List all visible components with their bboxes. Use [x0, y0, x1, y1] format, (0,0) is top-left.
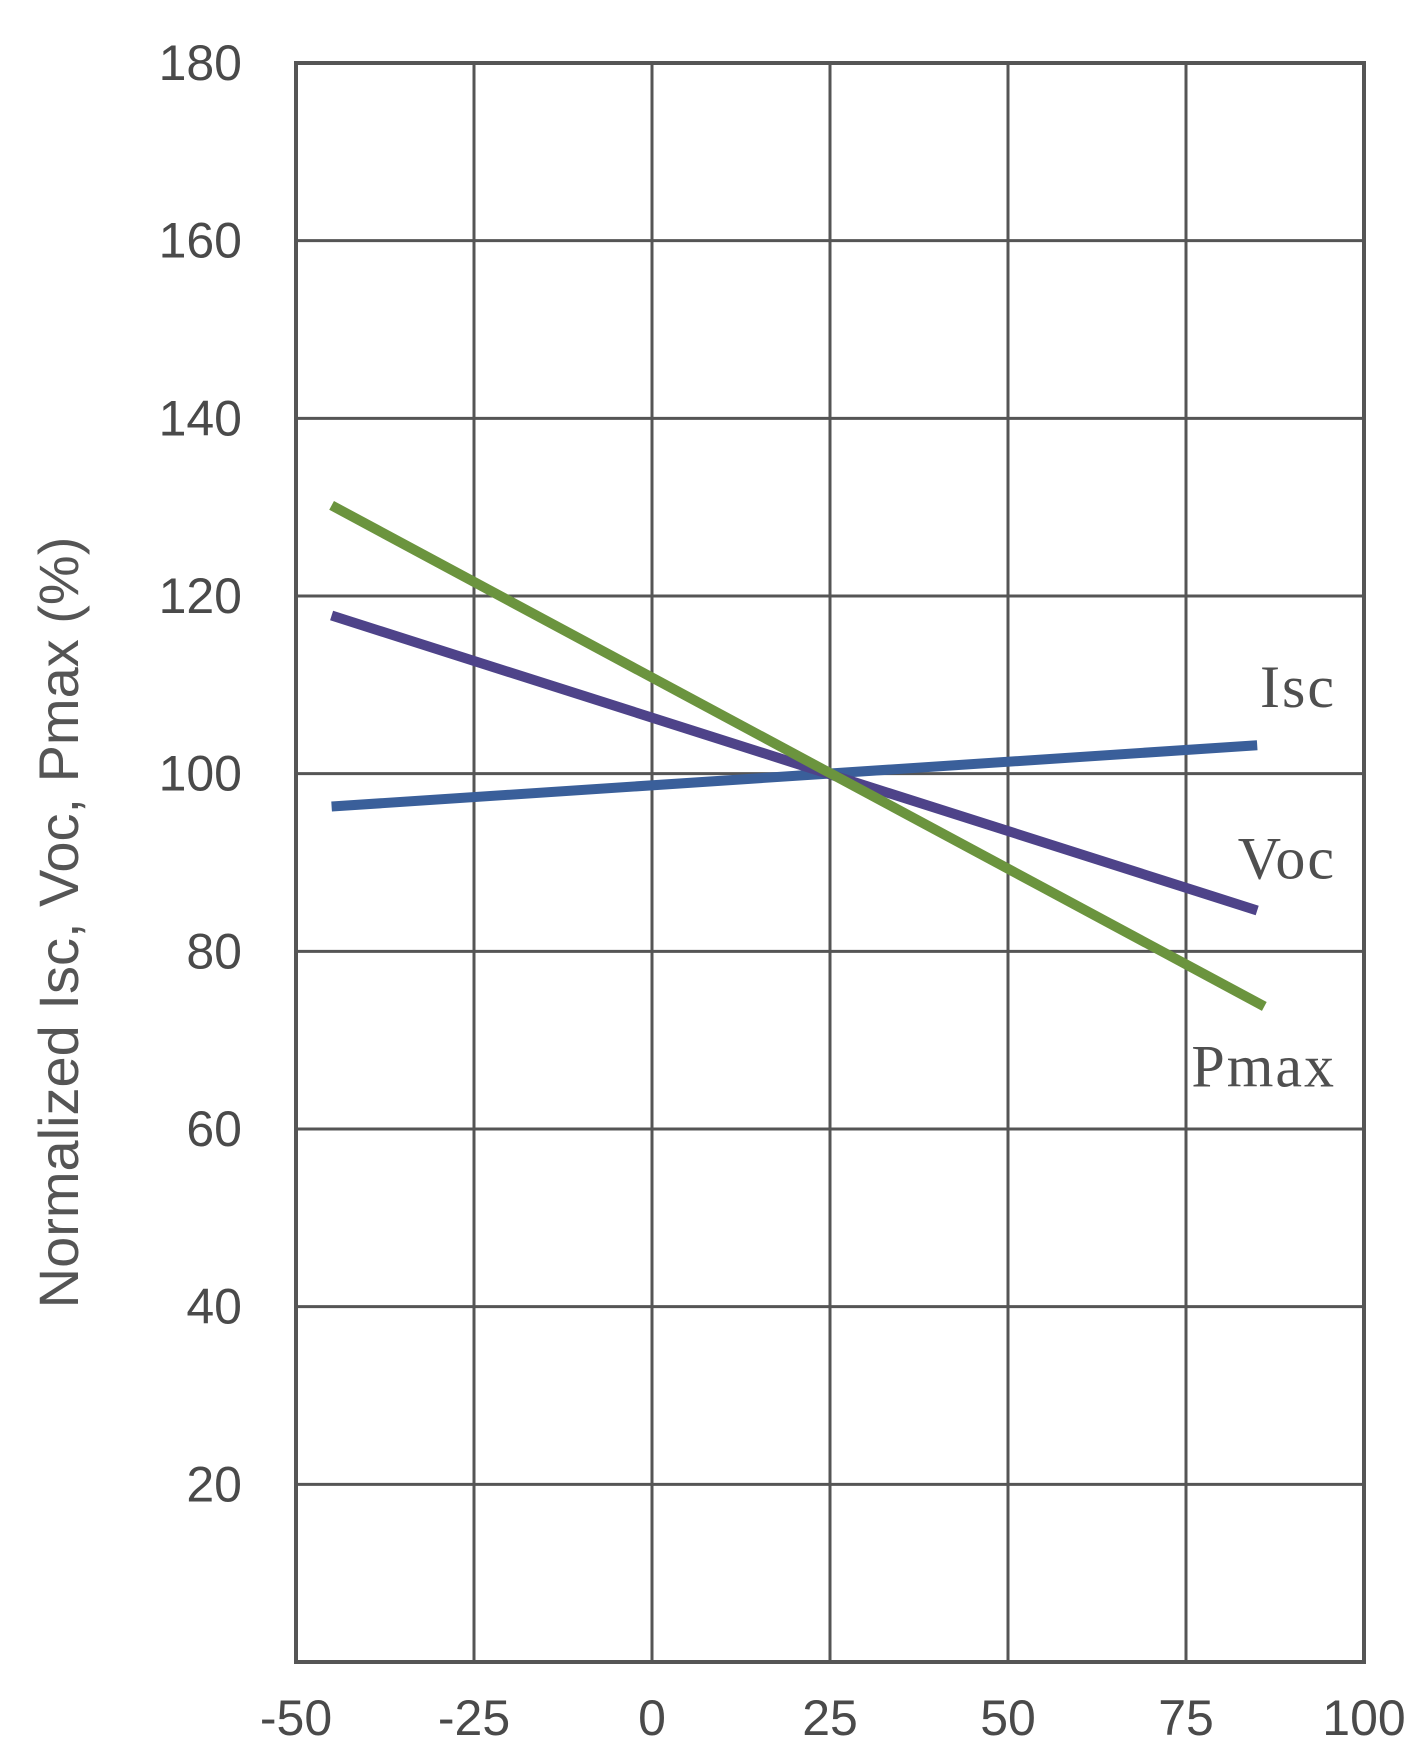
y-tick-label: 140: [159, 390, 242, 446]
x-tick-label: 100: [1322, 1690, 1405, 1742]
x-tick-label: 25: [802, 1690, 858, 1742]
x-tick-label: 75: [1158, 1690, 1214, 1742]
x-tick-labels: -50 -25 0 25 50 75 100: [260, 1690, 1406, 1742]
y-tick-label: 40: [186, 1279, 242, 1335]
x-tick-label: -25: [438, 1690, 510, 1742]
y-tick-labels: 20 40 60 80 100 120 140 160 180: [159, 35, 242, 1512]
series-line-pmax: [329, 500, 1267, 1011]
series-label-isc: Isc: [1260, 654, 1336, 720]
x-tick-label: -50: [260, 1690, 332, 1742]
series-line-voc: [330, 610, 1259, 916]
series-line-isc: [331, 740, 1258, 812]
grid-lines: [296, 63, 1364, 1662]
y-tick-label: 60: [186, 1101, 242, 1157]
series-label-voc: Voc: [1238, 825, 1336, 891]
plot-frame: [294, 61, 1366, 1664]
y-tick-label: 180: [159, 35, 242, 91]
y-tick-label: 100: [159, 746, 242, 802]
y-tick-label: 80: [186, 923, 242, 979]
x-tick-label: 0: [638, 1690, 666, 1742]
series-label-pmax: Pmax: [1191, 1033, 1336, 1099]
series-labels: Isc Voc Pmax: [1191, 654, 1336, 1099]
x-tick-label: 50: [980, 1690, 1036, 1742]
series-lines: [329, 500, 1267, 1011]
y-tick-label: 120: [159, 568, 242, 624]
y-tick-label: 20: [186, 1456, 242, 1512]
y-tick-label: 160: [159, 213, 242, 269]
y-axis-title: Normalized Isc, Voc, Pmax (%): [27, 537, 90, 1309]
